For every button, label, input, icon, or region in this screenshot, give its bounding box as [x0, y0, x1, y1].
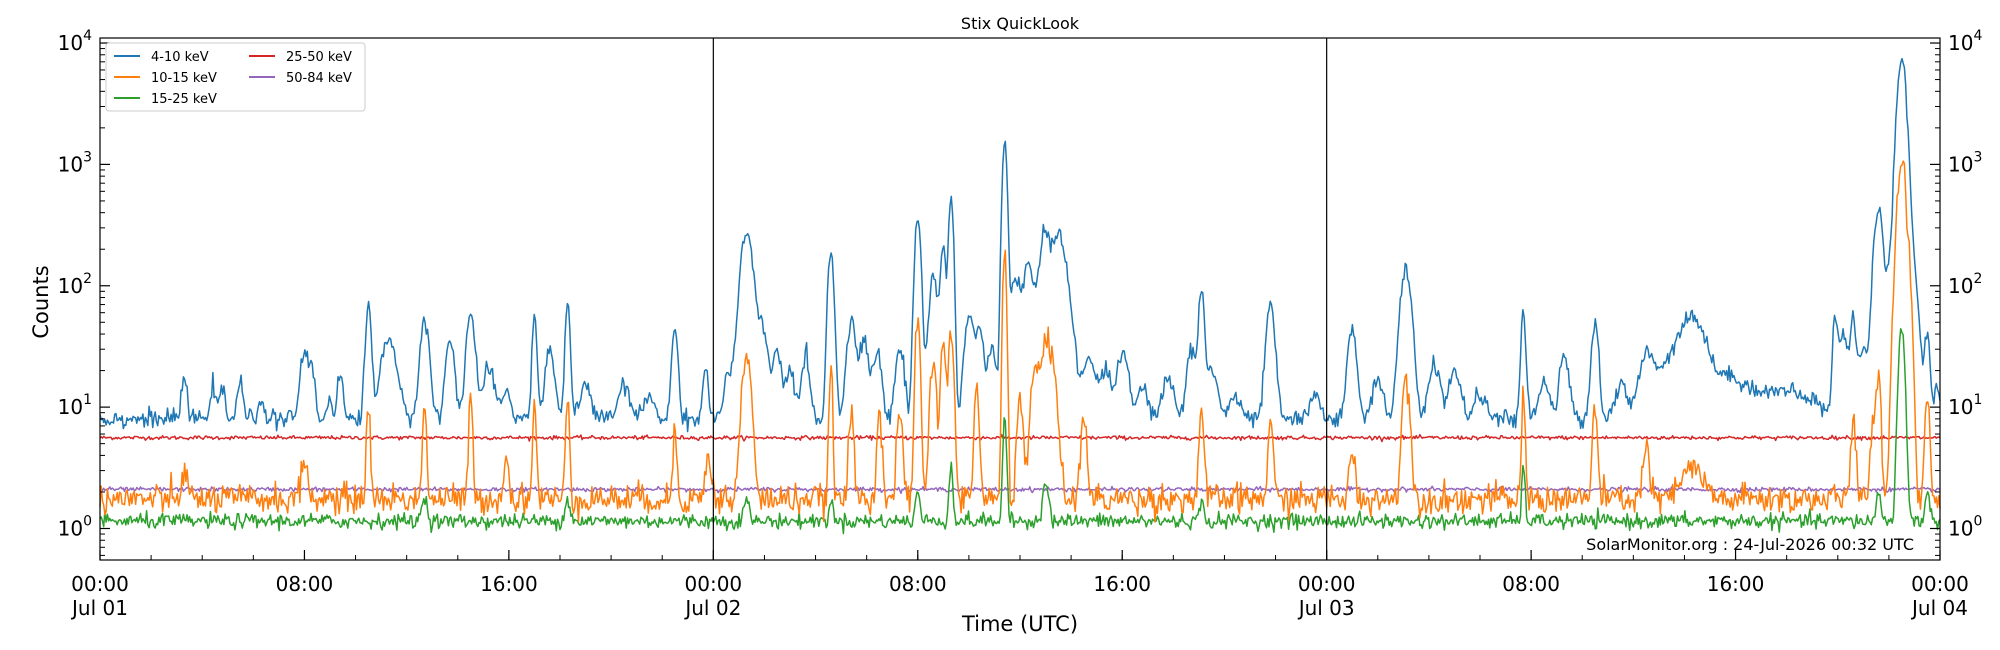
- day-boundary-lines: [712, 38, 1328, 560]
- y-tick-label: 100: [58, 513, 92, 540]
- x-tick-label: 08:00: [1502, 572, 1560, 596]
- legend-box: [105, 42, 366, 112]
- series-line-25-50-kev: [99, 433, 1941, 443]
- series-line-4-10-kev: [99, 57, 1941, 433]
- legend-item: 25-50 keV: [249, 50, 352, 65]
- plot-frame: [99, 37, 1941, 561]
- x-tick-label: 16:00: [480, 572, 538, 596]
- x-tick-date-label: Jul 01: [70, 596, 128, 620]
- legend-label: 10-15 keV: [151, 71, 217, 86]
- x-tick-label: 00:00: [71, 572, 129, 596]
- legend-item: 4-10 keV: [114, 50, 209, 65]
- x-tick-label: 00:00: [1911, 572, 1969, 596]
- x-tick-label: 08:00: [276, 572, 334, 596]
- legend-label: 15-25 keV: [151, 92, 217, 107]
- legend: 4-10 keV 10-15 keV 15-25 keV 25-50 keV 50-84…: [105, 42, 366, 112]
- x-tick-label: 16:00: [1093, 572, 1151, 596]
- y-axis-title: Counts: [29, 265, 53, 338]
- x-tick-label: 00:00: [685, 572, 743, 596]
- y-tick-label: 102: [1948, 271, 1982, 298]
- y-tick-label: 102: [58, 271, 92, 298]
- chart-title: Stix QuickLook: [961, 14, 1080, 33]
- series-group: [99, 57, 1941, 535]
- credit-annotation: SolarMonitor.org : 24-Jul-2026 00:32 UTC: [1586, 535, 1914, 554]
- legend-label: 4-10 keV: [151, 50, 209, 65]
- legend-label: 50-84 keV: [286, 71, 352, 86]
- y-tick-label: 103: [1948, 149, 1982, 176]
- series-line-50-84-kev: [99, 485, 1941, 495]
- y-axis-right-ticks: 100 101 102 103 104: [1930, 28, 1982, 556]
- legend-item: 15-25 keV: [114, 92, 217, 107]
- x-tick-date-label: Jul 04: [1910, 596, 1968, 620]
- x-tick-label: 00:00: [1298, 572, 1356, 596]
- x-tick-date-label: Jul 03: [1297, 596, 1355, 620]
- legend-item: 50-84 keV: [249, 71, 352, 86]
- y-tick-label: 100: [1948, 513, 1982, 540]
- x-tick-date-label: Jul 02: [683, 596, 741, 620]
- y-axis-left-ticks: 100 101 102 103 104: [58, 28, 110, 556]
- x-tick-label: 08:00: [889, 572, 947, 596]
- legend-item: 10-15 keV: [114, 71, 217, 86]
- y-tick-label: 104: [58, 28, 92, 55]
- x-axis-title: Time (UTC): [961, 612, 1078, 636]
- y-tick-label: 104: [1948, 28, 1982, 55]
- legend-label: 25-50 keV: [286, 50, 352, 65]
- series-line-10-15-kev: [99, 160, 1941, 523]
- y-tick-label: 103: [58, 149, 92, 176]
- x-tick-label: 16:00: [1707, 572, 1765, 596]
- y-tick-label: 101: [1948, 392, 1982, 419]
- series-line-15-25-kev: [99, 327, 1941, 535]
- y-tick-label: 101: [58, 392, 92, 419]
